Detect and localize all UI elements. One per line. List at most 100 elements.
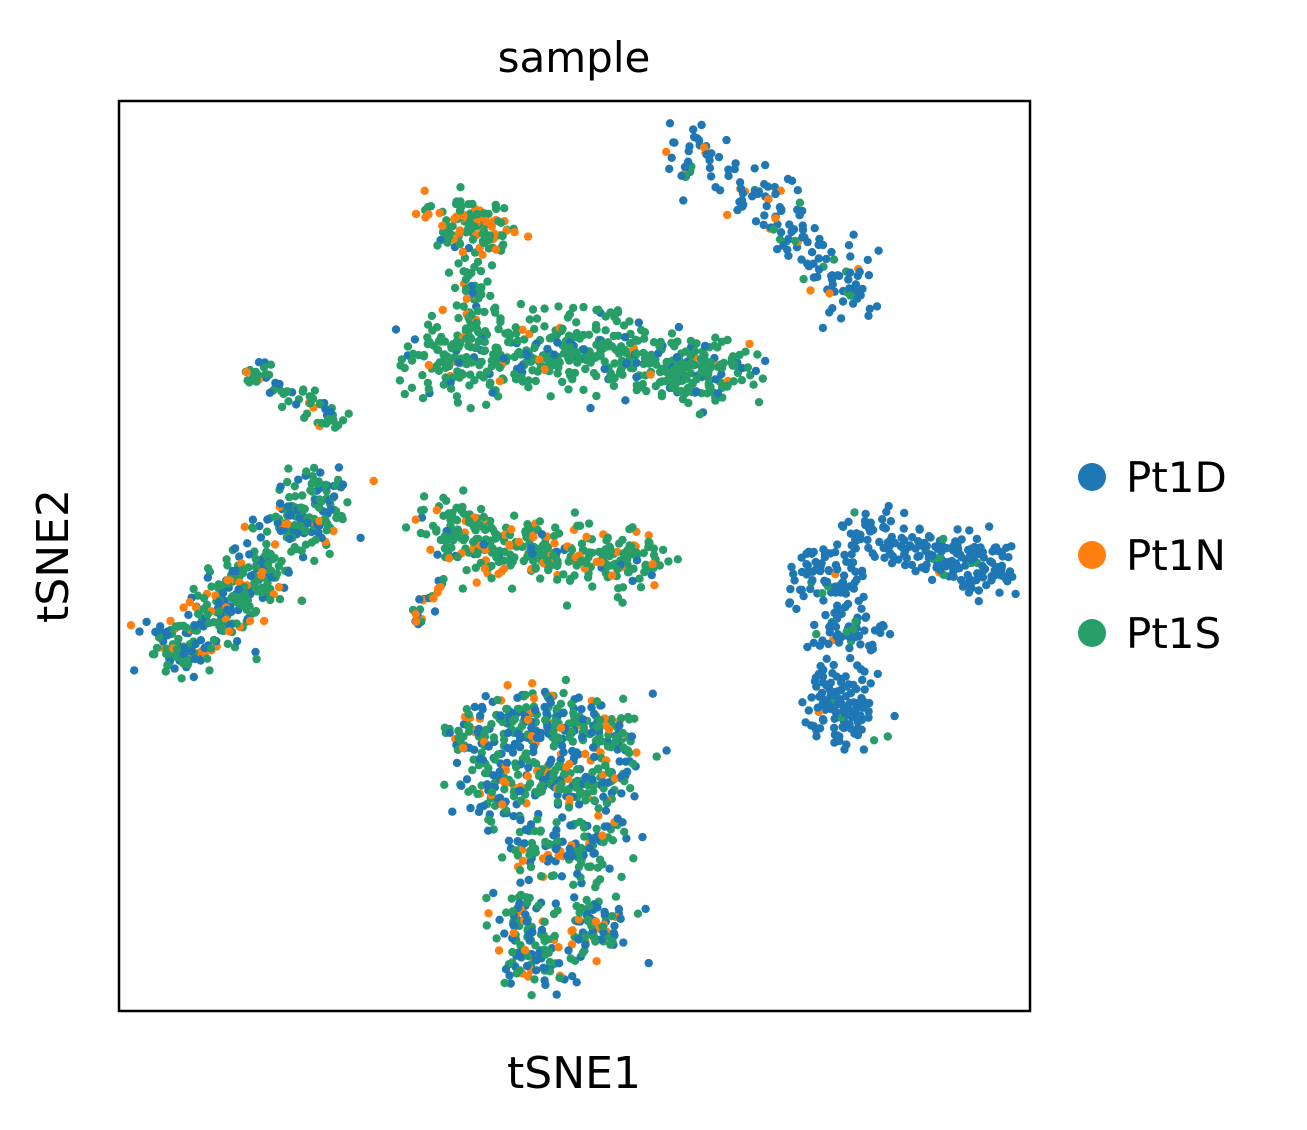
data-point-pt1n [700, 143, 709, 152]
data-point-pt1n [567, 940, 577, 949]
data-point-pt1d [809, 547, 818, 557]
data-point-pt1s [497, 853, 507, 862]
data-point-pt1d [489, 771, 498, 780]
data-point-pt1s [309, 463, 319, 473]
data-point-pt1s [584, 519, 594, 528]
data-point-pt1s [812, 629, 821, 639]
data-point-pt1s [480, 307, 489, 317]
data-point-pt1s [302, 467, 311, 476]
data-point-pt1s [423, 202, 433, 212]
data-point-pt1s [704, 382, 714, 391]
data-point-pt1d [845, 698, 855, 708]
data-point-pt1s [522, 749, 531, 758]
data-point-pt1d [495, 915, 504, 924]
data-point-pt1s [711, 333, 720, 342]
data-point-pt1s [487, 817, 496, 826]
data-point-pt1n [491, 245, 501, 254]
data-point-pt1s [209, 635, 219, 645]
data-point-pt1d [915, 551, 924, 561]
data-point-pt1s [584, 330, 594, 339]
data-point-pt1s [251, 577, 260, 586]
data-point-pt1d [506, 979, 515, 988]
data-point-pt1s [291, 492, 300, 501]
data-point-pt1d [669, 138, 678, 147]
data-point-pt1s [466, 342, 475, 352]
data-point-pt1d [632, 556, 642, 565]
data-point-pt1d [619, 938, 628, 947]
data-point-pt1s [628, 523, 637, 532]
data-point-pt1s [172, 645, 182, 654]
data-point-pt1d [203, 573, 212, 582]
data-point-pt1n [482, 217, 491, 226]
data-point-pt1s [476, 266, 486, 276]
data-point-pt1d [474, 807, 484, 817]
data-point-pt1s [454, 313, 463, 323]
data-point-pt1s [464, 727, 474, 736]
data-point-pt1d [1011, 589, 1020, 599]
data-point-pt1s [553, 575, 562, 584]
data-point-pt1s [152, 643, 162, 653]
data-point-pt1s [591, 937, 600, 946]
data-point-pt1s [447, 344, 456, 353]
data-point-pt1d [470, 702, 479, 712]
data-point-pt1s [440, 544, 450, 553]
data-point-pt1d [845, 268, 855, 277]
data-point-pt1d [654, 349, 663, 358]
data-point-pt1d [189, 672, 198, 682]
data-point-pt1s [407, 356, 417, 365]
data-point-pt1d [853, 661, 862, 670]
data-point-pt1d [793, 186, 802, 195]
data-point-pt1s [452, 392, 462, 401]
data-point-pt1s [397, 355, 406, 364]
data-point-pt1s [462, 360, 471, 369]
data-point-pt1s [297, 546, 306, 555]
data-point-pt1s [513, 336, 522, 345]
data-point-pt1n [646, 370, 655, 379]
data-point-pt1s [450, 283, 460, 293]
data-point-pt1s [205, 666, 214, 675]
data-point-pt1s [543, 556, 552, 565]
legend-marker-pt1d [1078, 463, 1106, 491]
data-point-pt1s [495, 546, 504, 555]
data-point-pt1d [526, 820, 536, 829]
data-point-pt1d [587, 728, 596, 737]
data-point-pt1s [508, 907, 517, 916]
data-point-pt1s [469, 755, 478, 764]
data-point-pt1d [976, 543, 985, 552]
data-point-pt1d [789, 569, 798, 579]
data-point-pt1s [440, 532, 449, 541]
data-point-pt1n [478, 250, 487, 259]
data-point-pt1d [222, 605, 232, 615]
data-point-pt1s [439, 493, 448, 502]
data-point-pt1d [599, 792, 608, 801]
data-point-pt1s [613, 306, 623, 315]
data-point-pt1d [831, 622, 841, 631]
data-point-pt1d [537, 925, 547, 935]
data-point-pt1n [591, 917, 601, 926]
data-point-pt1d [822, 577, 832, 586]
data-point-pt1d [860, 626, 869, 635]
data-point-pt1d [641, 904, 650, 914]
data-point-pt1s [310, 556, 319, 566]
data-point-pt1d [804, 262, 814, 271]
data-point-pt1s [829, 255, 839, 264]
data-point-pt1n [411, 515, 420, 524]
data-point-pt1s [686, 351, 696, 360]
data-point-pt1n [432, 506, 441, 515]
data-point-pt1s [308, 394, 318, 403]
data-point-pt1s [487, 719, 496, 729]
data-point-pt1s [635, 574, 644, 583]
data-point-pt1d [265, 388, 275, 397]
data-point-pt1d [503, 743, 512, 753]
data-point-pt1s [723, 335, 732, 345]
data-point-pt1s [818, 589, 827, 598]
data-point-pt1s [487, 787, 497, 797]
data-point-pt1s [660, 366, 669, 376]
data-point-pt1s [535, 544, 544, 553]
data-point-pt1s [642, 386, 651, 396]
data-point-pt1s [443, 238, 452, 247]
data-point-pt1d [620, 333, 630, 342]
data-point-pt1s [550, 931, 559, 941]
data-point-pt1s [462, 566, 471, 575]
data-point-pt1d [844, 241, 854, 250]
